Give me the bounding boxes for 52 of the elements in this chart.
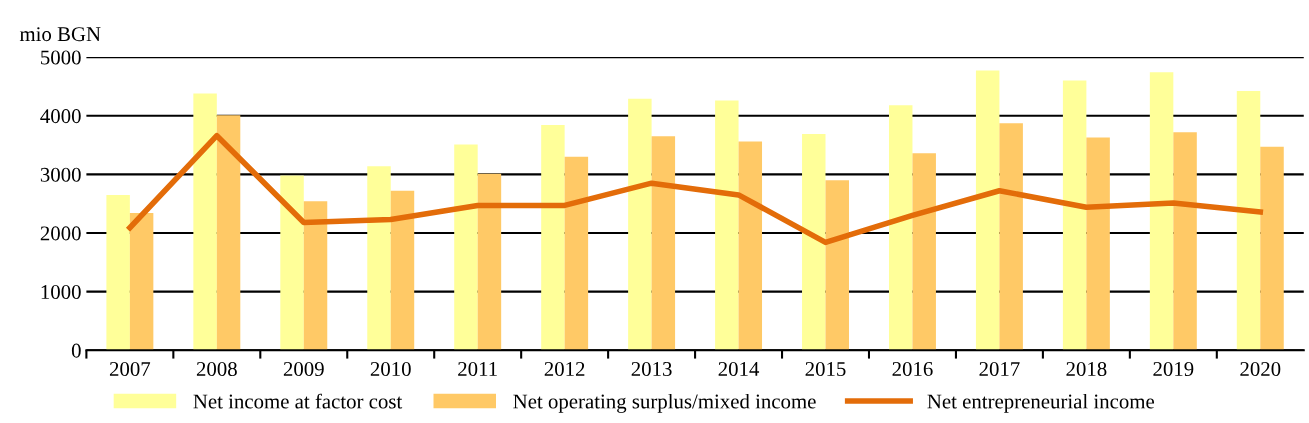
y-tick-label: 4000: [40, 109, 81, 124]
x-tick-label: 2007: [109, 361, 151, 377]
x-tick-label: 2009: [283, 361, 324, 377]
x-tick-label: 2013: [631, 361, 672, 377]
bar: [628, 98, 652, 351]
bar: [1173, 132, 1197, 351]
bar: [390, 190, 415, 351]
x-tick-label: 2014: [718, 361, 760, 377]
y-tick-label: 5000: [41, 50, 81, 65]
bar: [975, 70, 1000, 351]
bar: [999, 123, 1023, 351]
bar: [1062, 80, 1087, 351]
bar: [454, 144, 478, 351]
x-tick-label: 2012: [544, 361, 585, 377]
y-tick-label: 2000: [40, 226, 81, 241]
legend-label: Net income at factor cost: [193, 393, 403, 409]
bar: [1086, 137, 1110, 351]
y-tick-label: 3000: [40, 167, 81, 182]
legend-label: Net operating surplus/mixed income: [513, 393, 816, 413]
bar: [216, 115, 241, 351]
bar: [802, 133, 826, 351]
bar: [738, 141, 763, 351]
bar: [280, 175, 304, 351]
bar: [303, 201, 328, 351]
bar: [912, 153, 936, 351]
legend-label: Net entrepreneurial income: [927, 393, 1155, 413]
y-axis-title: mio BGN: [19, 27, 101, 42]
bar: [825, 180, 849, 351]
x-tick-label: 2017: [979, 361, 1020, 377]
bar: [1260, 146, 1284, 351]
bar: [1149, 72, 1174, 351]
bar: [541, 125, 565, 351]
y-tick-label: 0: [71, 343, 81, 358]
x-tick-label: 2018: [1066, 361, 1107, 377]
bar: [193, 93, 217, 351]
x-tick-label: 2019: [1153, 361, 1194, 377]
bar: [477, 173, 502, 351]
bar: [888, 105, 913, 351]
bar: [106, 194, 130, 351]
bar: [564, 156, 589, 351]
x-tick-label: 2010: [370, 361, 411, 377]
x-tick-label: 2015: [805, 361, 846, 377]
bar: [129, 213, 154, 351]
x-tick-label: 2008: [196, 361, 237, 377]
bar: [651, 136, 676, 351]
bar: [715, 100, 739, 351]
bar: [367, 166, 391, 351]
x-tick-label: 2016: [892, 361, 933, 377]
x-tick-label: 2011: [458, 361, 497, 377]
bar: [1236, 91, 1261, 351]
y-tick-label: 1000: [41, 284, 81, 300]
x-tick-label: 2020: [1240, 361, 1281, 377]
